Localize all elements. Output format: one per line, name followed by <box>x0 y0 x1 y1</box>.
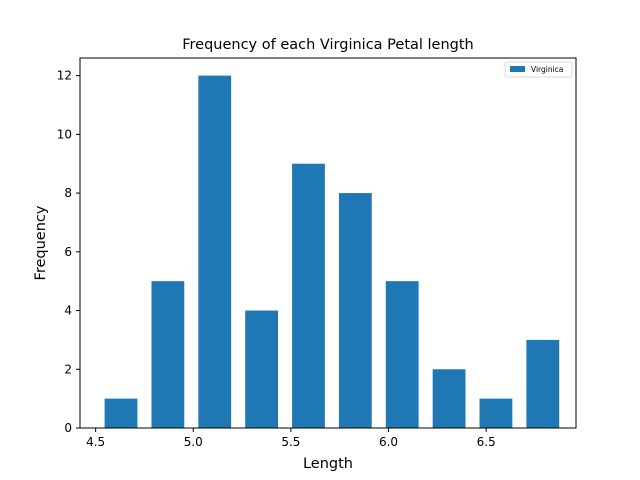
y-tick-label-4: 8 <box>64 186 72 200</box>
bar-2 <box>198 75 232 429</box>
x-tick-label-3: 6.0 <box>379 435 398 449</box>
legend-swatch-virginica <box>510 66 525 72</box>
bar-0 <box>104 398 138 428</box>
bar-1 <box>151 281 185 428</box>
x-axis-label: Length <box>303 456 353 472</box>
bar-8 <box>479 398 513 428</box>
bar-4 <box>292 163 325 428</box>
bar-group <box>104 75 560 429</box>
x-tick-label-2: 5.5 <box>281 435 300 449</box>
bar-9 <box>526 339 560 428</box>
x-tick-label-0: 4.5 <box>86 435 105 449</box>
bar-7 <box>432 369 466 428</box>
legend-label-virginica: Virginica <box>531 65 563 74</box>
bar-5 <box>338 193 372 428</box>
x-axis-ticks: 4.5 5.0 5.5 6.0 6.5 <box>86 428 496 449</box>
legend-frame <box>504 61 573 78</box>
legend: Virginica <box>504 61 573 78</box>
chart-title: Frequency of each Virginica Petal length <box>182 37 474 53</box>
y-tick-label-5: 10 <box>57 127 72 141</box>
y-tick-label-1: 2 <box>64 362 72 376</box>
y-tick-label-2: 4 <box>64 304 72 318</box>
plot-area-frame <box>79 57 577 429</box>
y-tick-label-3: 6 <box>64 245 72 259</box>
y-axis-label: Frequency <box>33 205 49 280</box>
x-tick-label-4: 6.5 <box>477 435 496 449</box>
y-tick-label-0: 0 <box>64 421 72 435</box>
y-axis-ticks: 0 2 4 6 8 10 12 <box>57 69 80 435</box>
bar-6 <box>385 281 419 428</box>
y-tick-label-6: 12 <box>57 69 72 83</box>
bar-3 <box>245 310 279 428</box>
x-tick-label-1: 5.0 <box>184 435 203 449</box>
